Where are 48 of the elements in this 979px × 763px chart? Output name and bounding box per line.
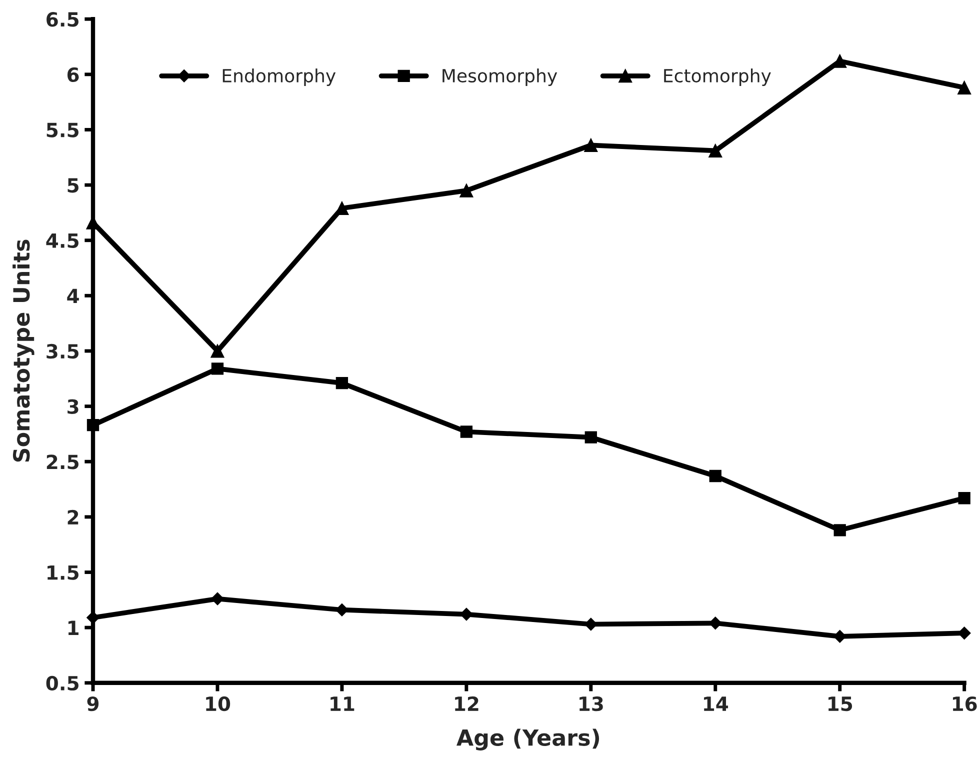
x-tick-label: 14 bbox=[704, 696, 728, 711]
y-tick-label: 6.5 bbox=[46, 12, 78, 27]
x-tick-label: 16 bbox=[952, 696, 977, 712]
x-tick-label: 11 bbox=[330, 696, 354, 711]
point bbox=[460, 184, 474, 198]
x-tick-label: 15 bbox=[828, 696, 852, 712]
point bbox=[210, 344, 224, 358]
point bbox=[336, 603, 348, 616]
point bbox=[958, 626, 971, 640]
legend-label: Mesomorphy bbox=[442, 68, 558, 86]
y-tick-label: 2.5 bbox=[46, 454, 78, 470]
x-tick-label: 10 bbox=[206, 696, 230, 712]
x-axis-title: Age (Years) bbox=[456, 728, 600, 750]
y-tick-label: 0.5 bbox=[46, 676, 78, 691]
y-tick-label: 2 bbox=[68, 510, 78, 524]
point bbox=[584, 618, 598, 631]
y-tick-label: 5 bbox=[68, 178, 78, 193]
y-tick-label: 4 bbox=[67, 288, 79, 304]
point bbox=[834, 524, 846, 536]
point bbox=[584, 138, 598, 152]
point bbox=[833, 54, 847, 68]
y-tick-label: 1 bbox=[68, 620, 78, 635]
point bbox=[86, 419, 100, 432]
point bbox=[460, 608, 473, 621]
point bbox=[211, 362, 224, 375]
y-tick-label: 4.5 bbox=[46, 234, 78, 248]
y-tick-label: 3 bbox=[68, 399, 78, 414]
y-tick-label: 5.5 bbox=[46, 122, 78, 138]
point bbox=[958, 492, 970, 504]
y-tick-label: 3.5 bbox=[46, 344, 78, 359]
point bbox=[708, 144, 722, 158]
point bbox=[335, 201, 349, 216]
x-tick-label: 12 bbox=[455, 696, 478, 711]
point bbox=[460, 426, 472, 438]
y-tick-label: 1.5 bbox=[48, 565, 78, 580]
point bbox=[709, 470, 722, 482]
point bbox=[958, 80, 972, 94]
point bbox=[833, 630, 846, 643]
y-axis-title: Somatotype Units bbox=[12, 240, 34, 462]
y-tick-label: 6 bbox=[67, 67, 79, 82]
legend-label: Endomorphy bbox=[222, 68, 336, 86]
point bbox=[336, 376, 348, 390]
point bbox=[211, 592, 224, 606]
x-tick-label: 9 bbox=[87, 696, 99, 712]
point bbox=[584, 431, 597, 444]
point bbox=[86, 611, 100, 624]
x-tick-label: 13 bbox=[580, 696, 603, 712]
legend-label: Ectomorphy bbox=[664, 68, 771, 86]
